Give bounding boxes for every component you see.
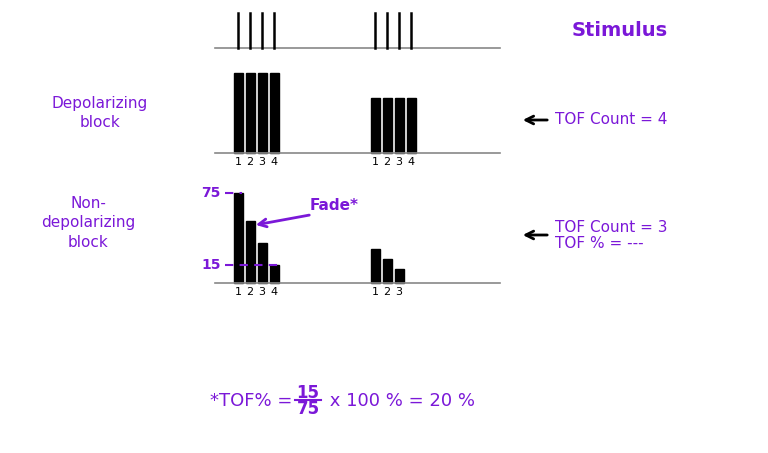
Text: Non-
depolarizing
block: Non- depolarizing block	[41, 196, 135, 251]
Text: 75: 75	[202, 186, 221, 200]
Text: 3: 3	[396, 287, 402, 297]
Bar	[406, 98, 415, 153]
Bar	[382, 98, 392, 153]
Bar	[257, 243, 266, 283]
Text: 1: 1	[234, 287, 241, 297]
Bar	[233, 73, 243, 153]
Bar	[370, 98, 379, 153]
Text: 15: 15	[201, 258, 221, 272]
Text: Stimulus: Stimulus	[572, 21, 668, 40]
Text: 4: 4	[270, 157, 277, 167]
Text: 75: 75	[296, 400, 319, 418]
Text: 1: 1	[372, 287, 379, 297]
Text: x 100 % = 20 %: x 100 % = 20 %	[324, 392, 475, 410]
Bar	[246, 221, 254, 283]
Bar	[233, 193, 243, 283]
Text: 15: 15	[296, 384, 319, 402]
Bar	[395, 98, 403, 153]
Text: 3: 3	[396, 157, 402, 167]
Text: 1: 1	[234, 157, 241, 167]
Text: *TOF% =: *TOF% =	[210, 392, 298, 410]
Bar	[395, 269, 403, 283]
Bar	[370, 250, 379, 283]
Text: TOF % = ---: TOF % = ---	[555, 236, 644, 251]
Text: 2: 2	[247, 157, 253, 167]
Bar	[382, 259, 392, 283]
Text: TOF Count = 3: TOF Count = 3	[555, 220, 667, 235]
Text: Fade*: Fade*	[310, 198, 359, 212]
Text: 2: 2	[383, 287, 391, 297]
Text: 4: 4	[408, 157, 415, 167]
Bar	[270, 265, 279, 283]
Text: TOF Count = 4: TOF Count = 4	[555, 112, 667, 127]
Text: 3: 3	[259, 287, 266, 297]
Text: 2: 2	[383, 157, 391, 167]
Bar	[246, 73, 254, 153]
Text: 4: 4	[270, 287, 277, 297]
Text: 2: 2	[247, 287, 253, 297]
Bar	[270, 73, 279, 153]
Text: Depolarizing
block: Depolarizing block	[52, 96, 148, 130]
Text: 3: 3	[259, 157, 266, 167]
Text: 1: 1	[372, 157, 379, 167]
Bar	[257, 73, 266, 153]
